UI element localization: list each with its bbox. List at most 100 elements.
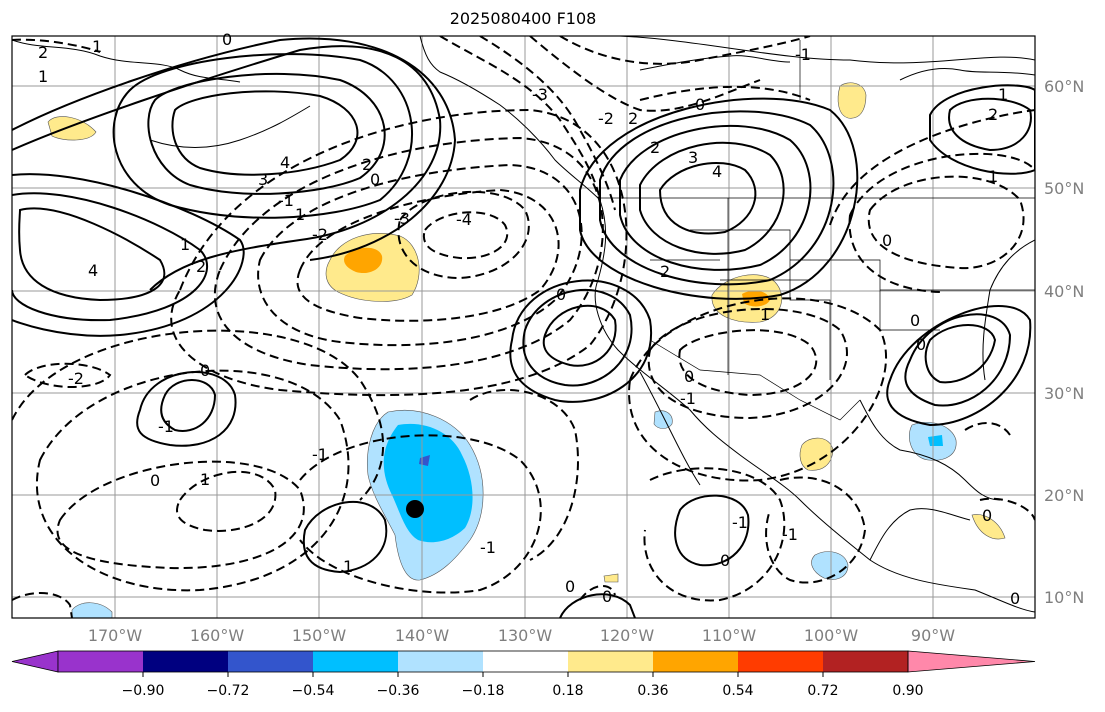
contour-label: -2 <box>598 109 614 128</box>
contour-label: 4 <box>280 153 290 172</box>
contour-label: 2 <box>660 262 670 281</box>
contour-label: 0 <box>565 577 575 596</box>
contour-label: 0 <box>695 95 705 114</box>
coastlines <box>12 36 1035 613</box>
contour-label: 2 <box>988 105 998 124</box>
positive-anomaly-area <box>47 116 97 141</box>
contour-label: 0 <box>556 285 566 304</box>
lon-label-100w: 100°W <box>803 626 859 645</box>
contour-label: -2 <box>68 369 84 388</box>
positive-anomaly-area <box>971 514 1006 540</box>
positive-contours <box>12 37 1035 618</box>
positive-anomaly-area <box>799 437 834 471</box>
colorbar-segment <box>568 651 653 672</box>
colorbar-segment <box>228 651 313 672</box>
contour-label: 2 <box>628 109 638 128</box>
contour-label: 0 <box>882 231 892 250</box>
negative-anomaly-area <box>653 410 673 429</box>
contour-label: 2 <box>196 257 206 276</box>
lat-label-30n: 30°N <box>1044 384 1085 403</box>
lon-label-160w: 160°W <box>189 626 245 645</box>
negative-anomaly-core <box>383 423 473 543</box>
contour-labels: 2 1 1 0 -3 -2 2 2 0 -1 4 3 2 0 -1 -2 -3 … <box>38 30 1020 608</box>
contour-label: 1 <box>760 305 770 324</box>
graticule <box>12 36 1035 618</box>
contour-label: 1 <box>92 37 102 56</box>
contour-label: 0 <box>200 361 210 380</box>
contour-label: 2 <box>650 138 660 157</box>
contour-label: 2 <box>362 155 372 174</box>
lon-label-90w: 90°W <box>910 626 956 645</box>
colorbar <box>11 650 1036 677</box>
colorbar-tick-label: 0.36 <box>637 683 669 699</box>
colorbar-segment <box>823 651 908 672</box>
contour-label: -1 <box>732 513 748 532</box>
colorbar-tick-label: 0.54 <box>722 683 754 699</box>
positive-anomaly-core <box>344 247 383 274</box>
positive-anomaly-area <box>603 573 619 583</box>
positive-anomaly-area <box>837 82 867 119</box>
contour-label: 1 <box>180 235 190 254</box>
contour-label: -3 <box>394 209 410 228</box>
contour-label: 1 <box>38 67 48 86</box>
contour-label: 2 <box>38 43 48 62</box>
negative-anomaly-area <box>71 602 113 618</box>
contour-label: 0 <box>982 506 992 525</box>
colorbar-tick-label: −0.90 <box>121 683 165 699</box>
colorbar-tick-label: −0.18 <box>461 683 505 699</box>
contour-label: -3 <box>532 85 548 104</box>
contour-label: 0 <box>1010 589 1020 608</box>
map-frame <box>11 35 1036 619</box>
colorbar-tick-label: −0.54 <box>291 683 335 699</box>
colorbar-segment <box>58 651 143 672</box>
negative-anomaly-core <box>928 435 943 446</box>
colorbar-extend-high <box>907 650 1036 673</box>
contour-label: -1 <box>480 538 496 557</box>
colorbar-segment <box>313 651 398 672</box>
lat-label-10n: 10°N <box>1044 588 1085 607</box>
contour-label: 3 <box>258 170 268 189</box>
contour-label: 0 <box>602 587 612 606</box>
contour-label: 0 <box>916 335 926 354</box>
colorbar-segment <box>653 651 738 672</box>
lat-label-60n: 60°N <box>1044 77 1085 96</box>
contour-label: 1 <box>343 557 353 576</box>
lat-label-40n: 40°N <box>1044 282 1085 301</box>
contour-label: 1 <box>295 205 305 224</box>
lon-label-130w: 130°W <box>497 626 553 645</box>
contour-label: -1 <box>782 525 798 544</box>
contour-label: 0 <box>150 471 160 490</box>
contour-label: 1 <box>998 85 1008 104</box>
contour-label: 0 <box>720 551 730 570</box>
contour-label: 0 <box>910 311 920 330</box>
contour-label: 0 <box>370 170 380 189</box>
negative-anomaly-area <box>811 551 849 580</box>
colorbar-tick-label: 0.72 <box>807 683 839 699</box>
contour-label: -1 <box>795 45 811 64</box>
contour-label: -1 <box>312 445 328 464</box>
colorbar-segment <box>398 651 483 672</box>
map-title: 2025080400 F108 <box>449 9 597 28</box>
storm-center-marker[interactable] <box>406 500 424 518</box>
colorbar-segment <box>483 651 568 672</box>
contour-label: -1 <box>680 389 696 408</box>
colorbar-tick-label: 0.90 <box>892 683 924 699</box>
colorbar-segment <box>738 651 823 672</box>
contour-label: 1 <box>200 470 210 489</box>
contour-label: 1 <box>988 167 998 186</box>
contour-label: 4 <box>712 162 722 181</box>
contour-label: -2 <box>312 225 328 244</box>
negative-contours <box>12 36 1035 618</box>
contour-label: -4 <box>456 210 472 229</box>
lat-label-20n: 20°N <box>1044 486 1085 505</box>
lon-label-140w: 140°W <box>394 626 450 645</box>
contour-label: -1 <box>278 191 294 210</box>
colorbar-extend-low <box>11 650 59 673</box>
colorbar-tick-label: 0.18 <box>552 683 584 699</box>
lon-label-150w: 150°W <box>291 626 347 645</box>
contour-label: 0 <box>222 30 232 49</box>
contour-label: 3 <box>688 148 698 167</box>
political-borders <box>598 40 1035 421</box>
lon-label-170w: 170°W <box>87 626 143 645</box>
